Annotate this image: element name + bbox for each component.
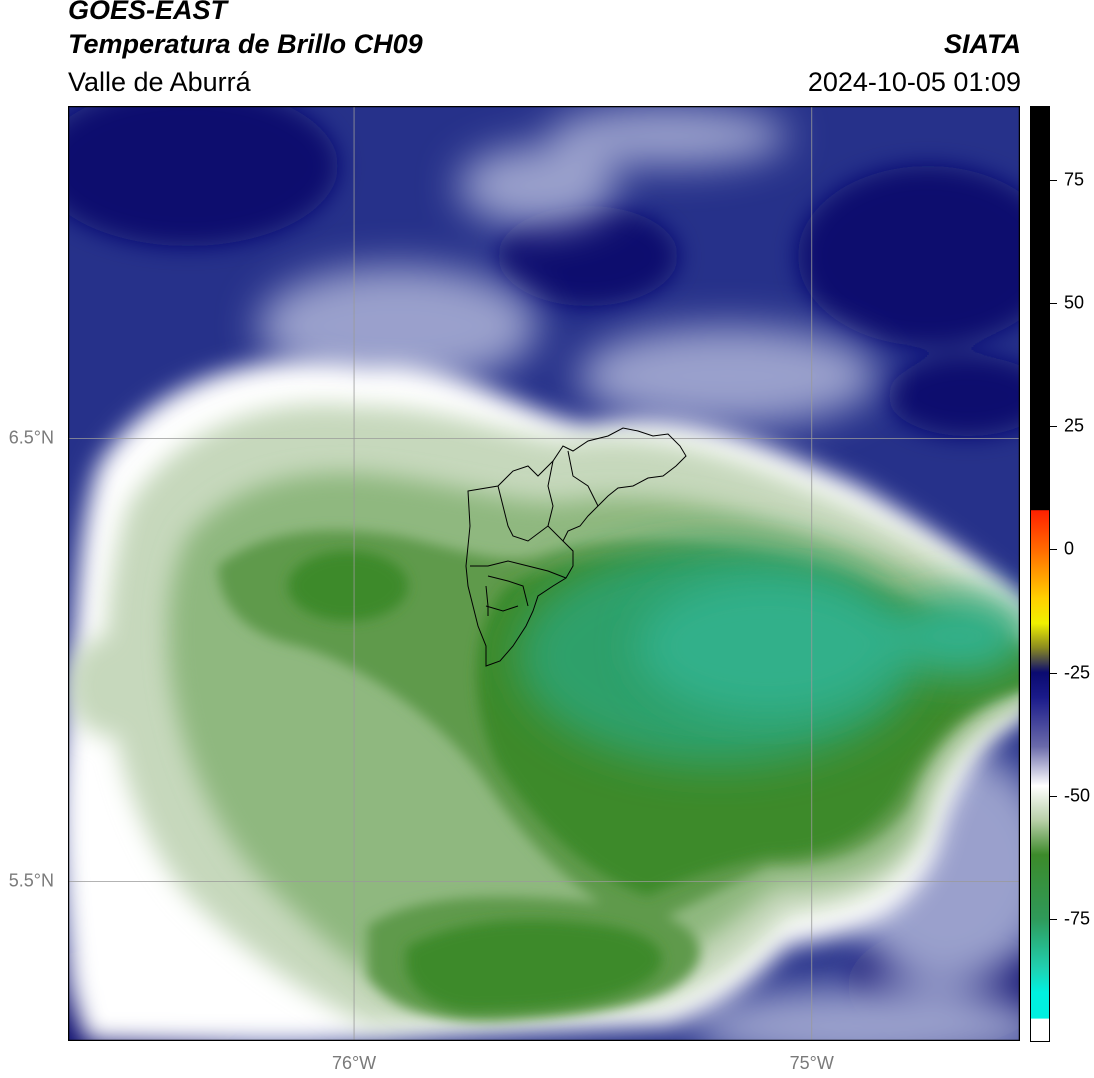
colorbar-tick-label: 75 [1064,169,1085,190]
colorbar [1030,106,1050,1042]
map-border [68,106,1020,1041]
brightness-temperature-map [68,106,1020,1041]
colorbar-tick-mark [1050,303,1057,305]
lon-tick-label: 76°W [331,1053,377,1073]
colorbar-tick-mark [1050,795,1057,797]
product-title: Temperatura de Brillo CH09 [68,29,423,59]
colorbar-tick-label: 50 [1064,292,1085,313]
lat-tick-label: 6.5°N [8,427,54,448]
colorbar-tick-mark [1050,426,1057,428]
colorbar-tick-mark [1050,179,1057,181]
colorbar-tick-label: 25 [1064,415,1085,436]
region-label: Valle de Aburrá [68,67,251,97]
satellite-title: GOES-EAST [68,0,228,25]
colorbar-canvas [1030,106,1050,1042]
timestamp-label: 2024-10-05 01:09 [807,67,1021,97]
teal-center-zone [638,576,1020,716]
map-gridlines [68,106,1020,1041]
brand-label: SIATA [944,29,1021,59]
lat-tick-label: 5.5°N [8,870,54,891]
colorbar-tick-mark [1050,549,1057,551]
colorbar-tick-label: -50 [1064,785,1091,806]
municipality-boundaries [465,427,687,667]
lon-tick-label: 75°W [789,1053,834,1073]
map-canvas [68,106,1020,1041]
colorbar-tick-mark [1050,672,1057,674]
colorbar-tick-label: 0 [1064,538,1075,559]
colorbar-tick-label: -75 [1064,908,1091,929]
colorbar-tick-label: -25 [1064,662,1091,683]
colorbar-tick-mark [1050,918,1057,920]
